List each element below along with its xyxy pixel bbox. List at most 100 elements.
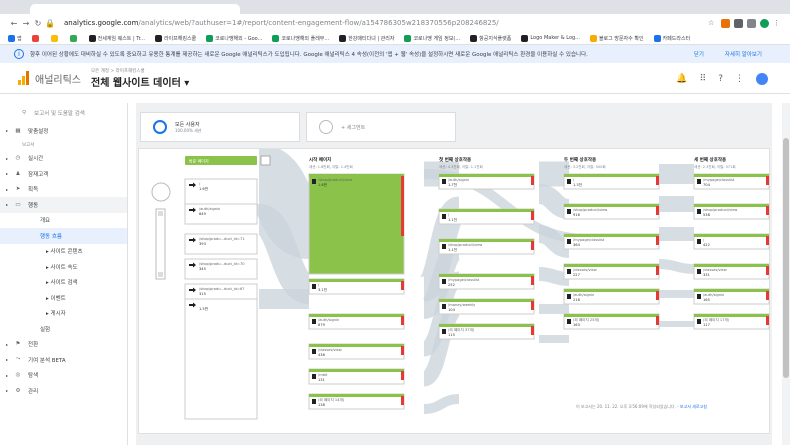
sidebar-item[interactable]: 행동 흐름 <box>0 228 127 244</box>
back-icon[interactable]: ← <box>10 18 18 28</box>
notifications-icon[interactable]: 🔔 <box>676 74 688 84</box>
dropoff-marker[interactable] <box>766 316 769 325</box>
dropoff-marker[interactable] <box>531 276 534 285</box>
star-icon[interactable]: ☆ <box>708 18 715 27</box>
dropoff-marker[interactable] <box>766 176 769 185</box>
dropoff-marker[interactable] <box>766 291 769 300</box>
third-node-bar <box>694 264 769 267</box>
pan-control-icon[interactable] <box>151 182 171 202</box>
sidebar-item[interactable]: ▸ ▭ 행동 <box>0 197 127 213</box>
sidebar-item[interactable]: ▸ ◎ 탐색 <box>0 368 127 384</box>
forward-icon[interactable]: → <box>22 18 30 28</box>
dropoff-marker[interactable] <box>531 211 534 220</box>
flow-connection[interactable] <box>247 144 321 259</box>
sidebar-item[interactable]: ▸ ⚙ 관리 <box>0 383 127 399</box>
sidebar: ⚲ 보고서 및 도움말 검색 ▸ ▦ 맞춤설정 보고서 ▸ ◷ 실시간 ▸ ♟ 잠재고객 ▸ ➤ 획득 ▸ ▭… <box>0 103 128 445</box>
refresh-report-link[interactable]: 보고서 새로고침 <box>679 404 707 409</box>
segment-all-users[interactable]: 모든 사용자 100.00% 세션 <box>140 112 300 142</box>
extension-icon[interactable] <box>734 18 743 28</box>
sidebar-item[interactable]: ▸ 사이트 검색 <box>0 275 127 291</box>
bookmark-item[interactable]: 코로나맹해외 - Goo... <box>206 34 262 42</box>
sidebar-search[interactable]: ⚲ 보고서 및 도움말 검색 <box>0 103 127 123</box>
puzzle-icon[interactable] <box>747 18 756 28</box>
landing-node[interactable] <box>184 298 258 420</box>
dropoff-marker[interactable] <box>656 266 659 275</box>
landing-node[interactable] <box>184 178 258 205</box>
sidebar-item[interactable]: ▸ 사이트 속도 <box>0 259 127 275</box>
sidebar-item[interactable]: ▸ 이벤트 <box>0 290 127 306</box>
dropoff-marker[interactable] <box>401 281 404 290</box>
dropoff-marker[interactable] <box>531 241 534 250</box>
bookmark-item[interactable]: 한강매티다녀 | 관리자 <box>339 34 394 42</box>
reload-icon[interactable]: ↻ <box>34 18 42 28</box>
dropoff-marker[interactable] <box>656 176 659 185</box>
bookmark-item[interactable]: 코로나맹 게임 정보(... <box>404 34 460 42</box>
bookmark-item[interactable]: 라이프해킹스쿨 <box>154 34 196 42</box>
zoom-slider[interactable] <box>155 208 166 280</box>
start-node[interactable] <box>308 173 405 275</box>
bookmark-item[interactable] <box>69 34 79 42</box>
dismiss-link[interactable]: 닫기 <box>693 52 704 58</box>
dropoff-marker[interactable] <box>656 236 659 245</box>
more-icon[interactable]: ⋮ <box>735 74 744 84</box>
landing-node[interactable] <box>184 258 258 280</box>
add-segment-button[interactable]: + 세그먼트 <box>306 112 456 142</box>
bookmark-item[interactable] <box>31 34 41 42</box>
dropoff-marker[interactable] <box>401 396 404 405</box>
flow-connection[interactable] <box>423 394 460 414</box>
bookmark-item[interactable]: Logo Maker & Log... <box>521 34 580 42</box>
dropoff-marker[interactable] <box>656 206 659 215</box>
dropoff-marker[interactable] <box>401 371 404 380</box>
dropoff-marker[interactable] <box>401 176 404 236</box>
sidebar-item[interactable]: ▸ ◷ 실시간 <box>0 151 127 167</box>
dropoff-marker[interactable] <box>401 346 404 355</box>
extension-icon[interactable] <box>721 18 730 28</box>
active-tab[interactable] <box>30 4 240 14</box>
dropoff-marker[interactable] <box>766 236 769 245</box>
apps-icon[interactable]: ⠿ <box>699 74 707 84</box>
sidebar-item[interactable]: ▸ ⚑ 전환 <box>0 337 127 353</box>
profile-icon[interactable] <box>760 18 769 28</box>
bookmark-item[interactable]: 카페드라스터 <box>653 34 690 42</box>
sidebar-item[interactable]: ▸ ➤ 획득 <box>0 182 127 198</box>
flow-connection[interactable] <box>658 259 695 274</box>
sidebar-item[interactable]: 개요 <box>0 213 127 229</box>
bookmark-item[interactable] <box>50 34 60 42</box>
sidebar-item[interactable]: 실험 <box>0 321 127 337</box>
address-bar[interactable]: analytics.google.com/analytics/web/?auth… <box>64 19 708 27</box>
dropoff-marker[interactable] <box>531 176 534 185</box>
dropoff-marker[interactable] <box>656 316 659 325</box>
dropoff-marker[interactable] <box>656 291 659 300</box>
property-selector[interactable]: 전체 웹사이트 데이터 ▾ <box>91 77 190 89</box>
bookmark-item[interactable]: 블로그 방문자수 확인 <box>589 34 644 42</box>
zoom-out-icon[interactable] <box>158 272 163 277</box>
scroll-thumb[interactable] <box>783 138 789 378</box>
settings-gear-icon[interactable] <box>260 155 271 166</box>
dropoff-marker[interactable] <box>531 326 534 335</box>
menu-icon[interactable]: ⋮ <box>773 18 780 27</box>
dropoff-marker[interactable] <box>766 266 769 275</box>
help-icon[interactable]: ? <box>718 74 723 84</box>
landing-node[interactable] <box>184 203 258 225</box>
bookmark-item[interactable]: 전세계임 웨스트 | Tr... <box>88 34 145 42</box>
sidebar-item[interactable]: ▸ 게시자 <box>0 306 127 322</box>
sidebar-item[interactable]: ▸ ▦ 맞춤설정 <box>0 123 127 139</box>
dropoff-marker[interactable] <box>766 206 769 215</box>
analytics-logo[interactable] <box>18 71 29 85</box>
bookmark-item[interactable]: 코로나맹해외 플레부... <box>272 34 329 42</box>
breadcrumb[interactable]: 모든 계정 > 라이프해킹스쿨 <box>91 68 145 74</box>
sidebar-item[interactable]: ▸ ♟ 잠재고객 <box>0 166 127 182</box>
page-scrollbar[interactable] <box>782 103 790 445</box>
sidebar-item[interactable]: ▸ 사이트 콘텐츠 <box>0 244 127 260</box>
bookmark-item[interactable]: 항공지식플랫폼 <box>470 34 511 42</box>
bookmark-item[interactable]: 앱 <box>8 34 22 42</box>
zoom-in-icon[interactable] <box>158 211 163 216</box>
dropoff-marker[interactable] <box>401 316 404 325</box>
dimension-dropdown[interactable] <box>185 156 257 165</box>
flow-connection[interactable] <box>255 204 313 304</box>
sidebar-item[interactable]: ▸ ⤳ 기여 분석 BETA <box>0 352 127 368</box>
learn-more-link[interactable]: 자세히 알아보기 <box>724 52 762 58</box>
avatar[interactable] <box>756 73 768 85</box>
landing-node[interactable] <box>184 233 258 255</box>
dropoff-marker[interactable] <box>531 301 534 310</box>
